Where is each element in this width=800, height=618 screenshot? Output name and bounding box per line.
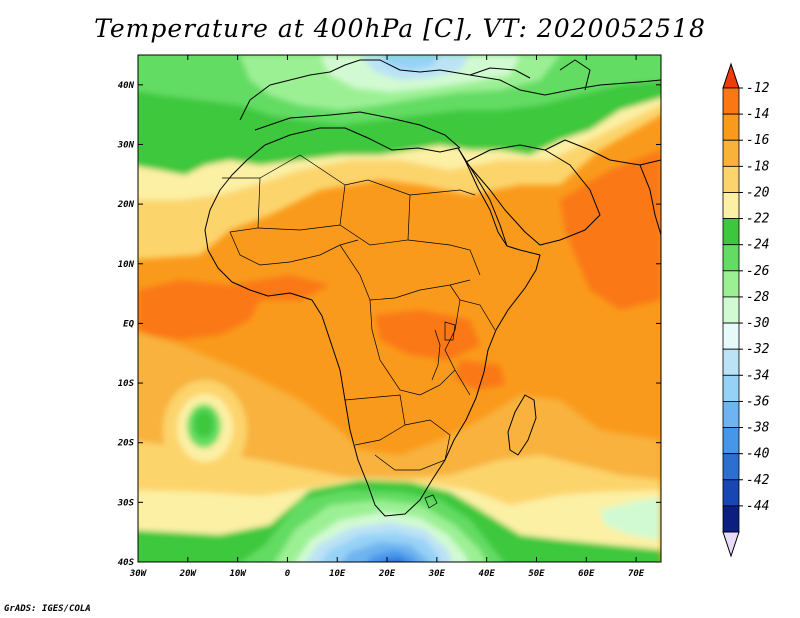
red-sea-coast (457, 147, 508, 247)
persian-gulf-coast (544, 139, 661, 166)
lon-label: 0 (285, 569, 291, 579)
colorbar-box (722, 113, 740, 141)
latitude-labels: 40N 30N 20N 10N EQ 10S 20S 30S 40S (117, 81, 135, 568)
grads-credit: GrADS: IGES/COLA (4, 604, 91, 614)
lon-label: 70E (628, 569, 645, 579)
colorbar-label: -12 (746, 81, 770, 96)
colorbar-labels: -12 -14 -16 -18 -20 -22 -24 -26 -28 -30 -32 -34 -36 -… (746, 81, 770, 514)
colorbar-label: -42 (746, 473, 770, 488)
colorbar-label: -34 (746, 368, 769, 383)
field-contour-north-blue (380, 55, 440, 70)
lon-label: 30E (428, 569, 446, 579)
lon-label: 30W (129, 569, 148, 579)
europe-coastline (239, 59, 661, 121)
colorbar-label: -28 (746, 290, 770, 305)
lon-label: 50E (528, 569, 545, 579)
colorbar-box (722, 348, 740, 376)
border-sahara-2 (257, 154, 346, 231)
field-contour-red-atlantic (138, 280, 260, 340)
arabia-coastline (465, 144, 601, 246)
border-east-africa (444, 284, 496, 396)
india-coast (639, 164, 661, 236)
colorbar-box (722, 218, 740, 246)
lon-label: 20E (378, 569, 396, 579)
lat-label: 10S (118, 379, 135, 389)
colorbar-box (722, 165, 740, 193)
colorbar (722, 62, 743, 558)
colorbar-label: -38 (746, 421, 770, 436)
lon-label: 20W (179, 569, 198, 579)
colorbar-box (722, 296, 740, 324)
lon-label: 10E (329, 569, 346, 579)
border-egypt-sudan (407, 189, 481, 276)
africa-coastline (204, 127, 541, 517)
border-lakes (431, 321, 456, 381)
border-central-2 (369, 299, 456, 396)
border-sahara-3 (339, 179, 411, 246)
colorbar-label: -32 (746, 342, 770, 357)
colorbar-label: -16 (746, 133, 770, 148)
border-sahara-1 (222, 177, 261, 233)
colorbar-box (722, 374, 740, 402)
country-borders (222, 154, 496, 509)
colorbar-label: -18 (746, 159, 770, 174)
colorbar-label: -30 (746, 316, 770, 331)
lon-label: 60E (578, 569, 595, 579)
colorbar-label: -26 (746, 264, 770, 279)
field-contour-southeast-pale (600, 498, 661, 540)
lat-label: EQ (123, 319, 134, 329)
colorbar-label: -14 (746, 107, 769, 122)
colorbar-top-triangle (722, 62, 740, 89)
colorbar-box (722, 270, 740, 298)
colorbar-label: -24 (746, 238, 769, 253)
border-lesotho (424, 494, 438, 509)
colorbar-label: -22 (746, 212, 770, 227)
lon-label: 10W (229, 569, 247, 579)
temperature-field (138, 55, 661, 562)
lon-label: 40E (479, 569, 496, 579)
colorbar-bottom-triangle (722, 531, 740, 558)
field-contour-south-darkblue (366, 550, 416, 562)
colorbar-box (722, 453, 740, 481)
lat-label: 20S (117, 439, 135, 449)
field-contour-red-spots (455, 360, 505, 390)
lat-label: 20N (117, 200, 135, 210)
colorbar-label: -20 (746, 185, 770, 200)
lat-label: 40N (118, 81, 135, 91)
black-sea-caspian (469, 59, 591, 91)
lat-label: 30S (117, 498, 135, 508)
field-contour-south-deepblue (383, 558, 404, 562)
colorbar-box (722, 322, 740, 350)
colorbar-box (722, 401, 740, 428)
coastlines (204, 59, 661, 517)
colorbar-box (722, 479, 740, 507)
axis-ticks (137, 55, 661, 563)
field-contour-eddy-core (194, 410, 214, 438)
lat-label: 30N (117, 140, 135, 150)
madagascar-coastline (507, 394, 537, 456)
colorbar-label: -44 (746, 499, 769, 514)
field-contour-red-congo (375, 310, 480, 360)
lat-label: 10N (118, 260, 135, 270)
map-title: Temperature at 400hPa [C], VT: 202005251… (94, 14, 706, 43)
colorbar-label: -36 (746, 394, 770, 409)
colorbar-box (722, 505, 740, 533)
mediterranean-coast (254, 111, 461, 149)
colorbar-box (722, 87, 740, 115)
colorbar-box (722, 244, 740, 272)
colorbar-box (722, 139, 740, 167)
colorbar-box (722, 427, 740, 455)
colorbar-box (722, 192, 740, 219)
border-southern-2 (374, 419, 451, 471)
map-frame (137, 54, 662, 563)
lat-label: 40S (118, 558, 135, 568)
field-contour-red-sahel (230, 275, 330, 300)
longitude-labels: 30W 20W 10W 0 10E 20E 30E 40E 50E 60E 70E (129, 569, 645, 579)
field-contour-red-east (560, 150, 661, 310)
colorbar-label: -40 (746, 447, 770, 462)
